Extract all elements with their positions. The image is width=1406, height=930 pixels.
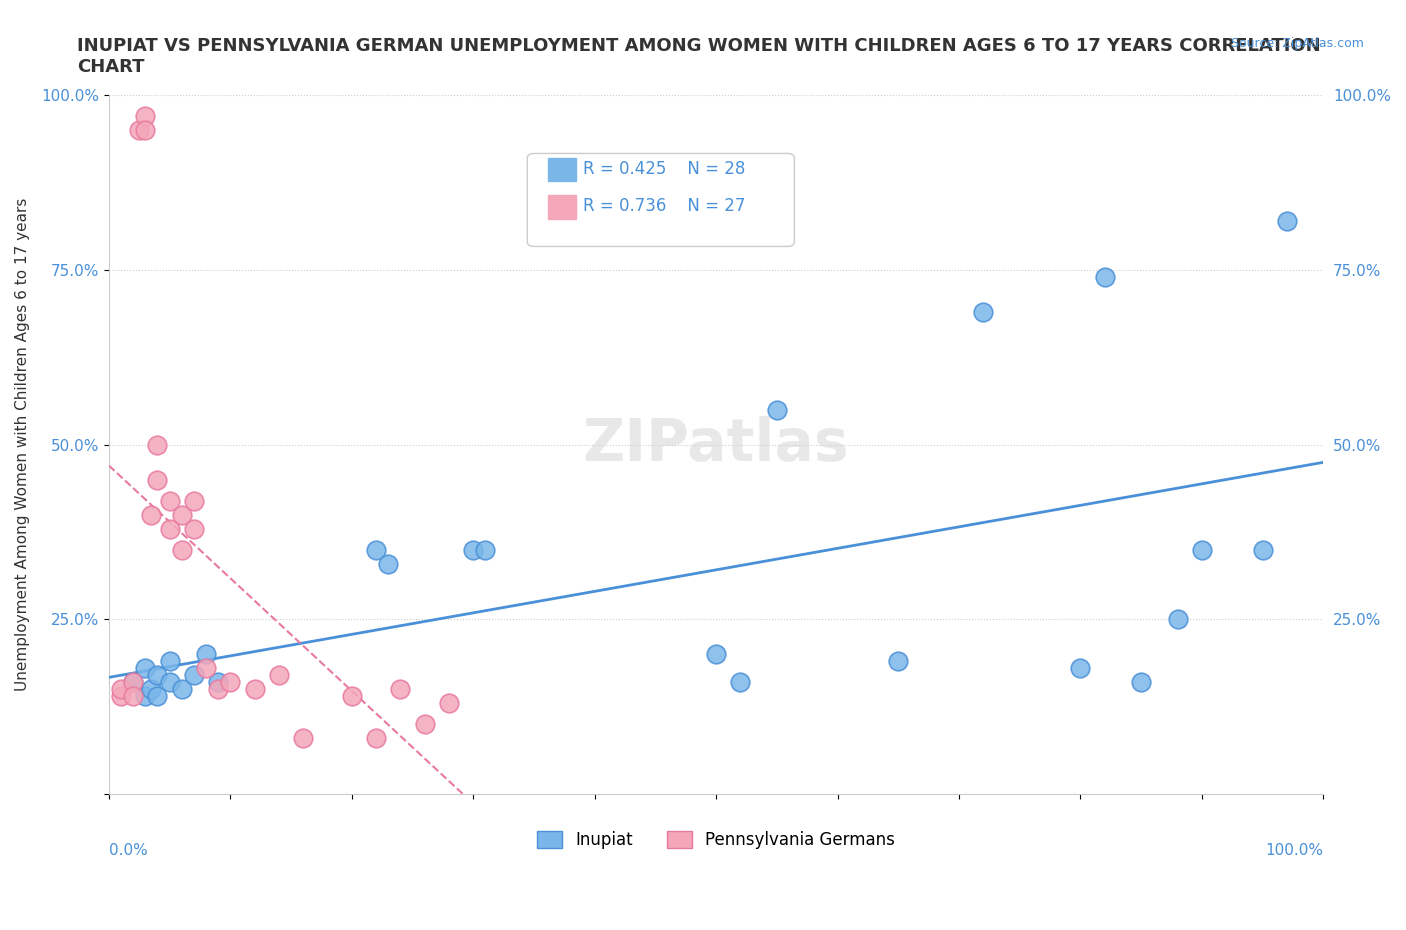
- Point: [159, 675, 181, 690]
- Point: [207, 675, 229, 690]
- Point: [159, 493, 181, 508]
- Point: [122, 689, 145, 704]
- Text: 0.0%: 0.0%: [108, 843, 148, 858]
- Point: [134, 689, 156, 704]
- Point: [292, 731, 315, 746]
- Point: [170, 682, 193, 697]
- Point: [364, 542, 387, 557]
- Point: [704, 647, 727, 662]
- Point: [437, 696, 460, 711]
- Point: [972, 304, 994, 319]
- Point: [243, 682, 266, 697]
- Legend: Inupiat, Pennsylvania Germans: Inupiat, Pennsylvania Germans: [530, 824, 901, 856]
- Point: [364, 731, 387, 746]
- Point: [219, 675, 242, 690]
- Point: [207, 682, 229, 697]
- Point: [730, 675, 752, 690]
- Point: [463, 542, 485, 557]
- Point: [340, 689, 363, 704]
- Point: [134, 123, 156, 138]
- Point: [1094, 270, 1116, 285]
- Point: [413, 717, 436, 732]
- Point: [1130, 675, 1153, 690]
- Point: [134, 661, 156, 676]
- Point: [159, 521, 181, 536]
- Text: ZIPatlas: ZIPatlas: [582, 417, 849, 473]
- Point: [141, 507, 163, 522]
- Point: [159, 654, 181, 669]
- Point: [377, 556, 399, 571]
- Text: R = 0.425    N = 28: R = 0.425 N = 28: [583, 160, 745, 179]
- Point: [765, 403, 787, 418]
- Point: [141, 682, 163, 697]
- Point: [146, 472, 169, 487]
- Point: [110, 689, 132, 704]
- Point: [146, 437, 169, 452]
- Point: [1191, 542, 1213, 557]
- Point: [474, 542, 496, 557]
- Point: [110, 682, 132, 697]
- Point: [134, 109, 156, 124]
- Point: [170, 507, 193, 522]
- Point: [146, 668, 169, 683]
- Point: [183, 668, 205, 683]
- Point: [146, 689, 169, 704]
- Point: [122, 675, 145, 690]
- Point: [267, 668, 290, 683]
- Text: R = 0.736    N = 27: R = 0.736 N = 27: [583, 197, 745, 216]
- Point: [195, 661, 218, 676]
- Point: [1275, 214, 1298, 229]
- Point: [183, 493, 205, 508]
- Y-axis label: Unemployment Among Women with Children Ages 6 to 17 years: Unemployment Among Women with Children A…: [15, 198, 30, 691]
- Point: [170, 542, 193, 557]
- Point: [122, 675, 145, 690]
- Text: Source: ZipAtlas.com: Source: ZipAtlas.com: [1230, 37, 1364, 50]
- Text: INUPIAT VS PENNSYLVANIA GERMAN UNEMPLOYMENT AMONG WOMEN WITH CHILDREN AGES 6 TO : INUPIAT VS PENNSYLVANIA GERMAN UNEMPLOYM…: [77, 37, 1322, 76]
- Point: [1069, 661, 1091, 676]
- Point: [195, 647, 218, 662]
- Point: [1251, 542, 1274, 557]
- Point: [887, 654, 910, 669]
- Point: [1167, 612, 1189, 627]
- Point: [389, 682, 412, 697]
- Point: [183, 521, 205, 536]
- Point: [128, 123, 150, 138]
- Text: 100.0%: 100.0%: [1265, 843, 1323, 858]
